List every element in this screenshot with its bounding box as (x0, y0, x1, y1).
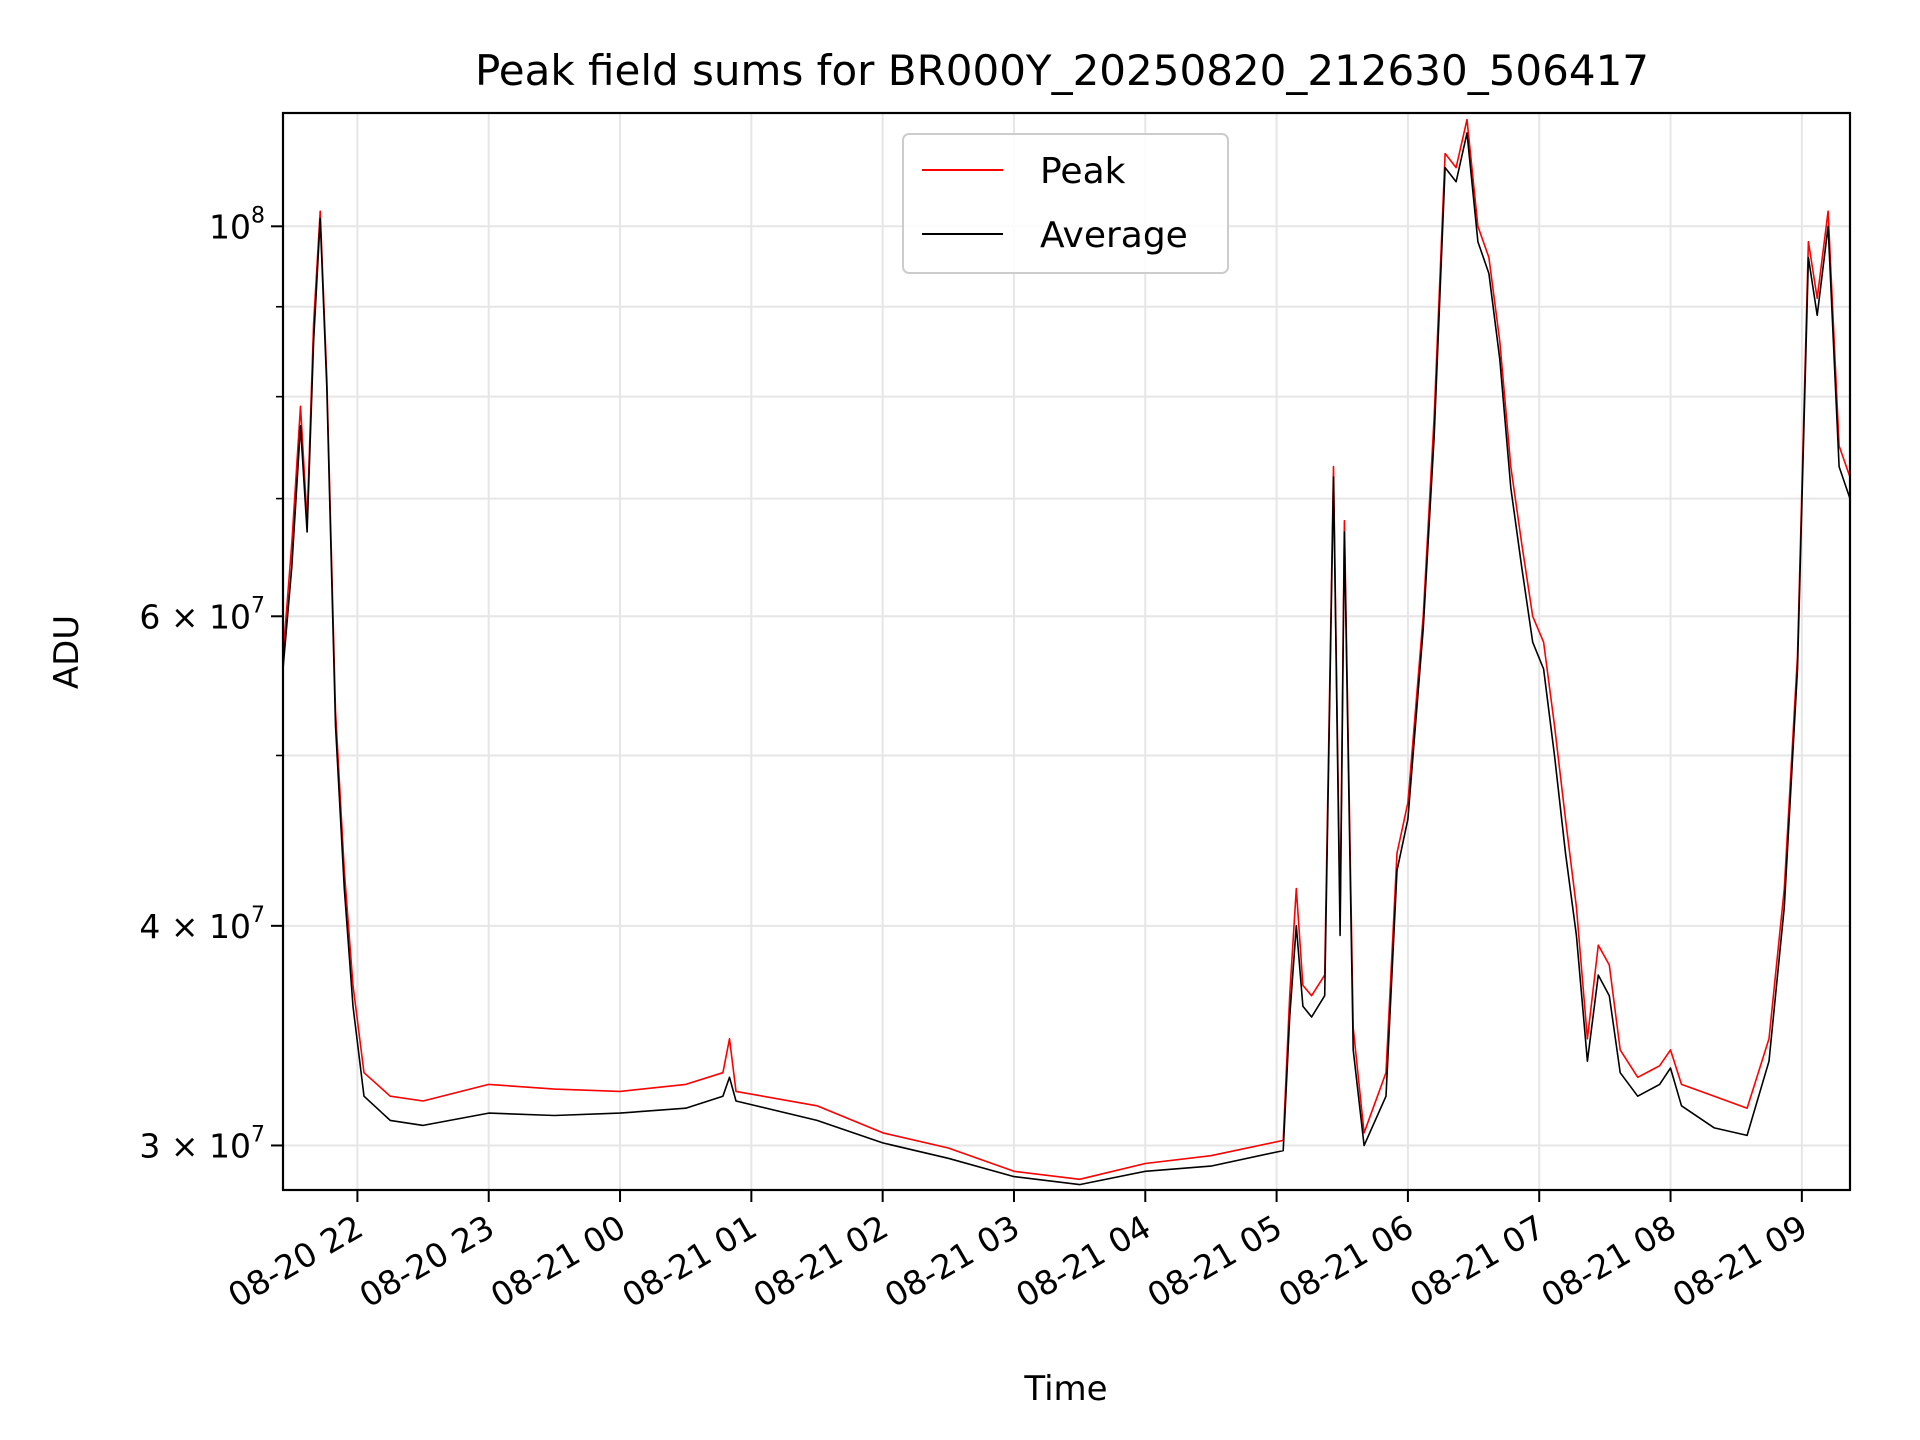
legend-label-average: Average (1040, 215, 1188, 256)
plot-lines (282, 118, 1851, 1186)
chart-title: Peak field sums for BR000Y_20250820_2126… (475, 46, 1649, 95)
series-line-peak (282, 118, 1851, 1181)
y-axis: 3 × 107 4 × 107 6 × 107 108 (139, 203, 283, 1165)
grid (283, 113, 1850, 1190)
x-axis-label: Time (1023, 1369, 1107, 1409)
y-axis-label: ADU (47, 615, 87, 689)
y-tick-label: 3 × 107 (139, 1122, 265, 1165)
y-tick-label: 4 × 107 (139, 903, 265, 946)
series-line-average (282, 132, 1851, 1186)
y-tick-label: 6 × 107 (139, 593, 265, 636)
plot-frame (281, 111, 1852, 1192)
legend: Peak Average (902, 133, 1229, 274)
legend-label-peak: Peak (1040, 151, 1126, 192)
y-tick-label: 108 (209, 203, 265, 246)
legend-box (902, 133, 1229, 274)
